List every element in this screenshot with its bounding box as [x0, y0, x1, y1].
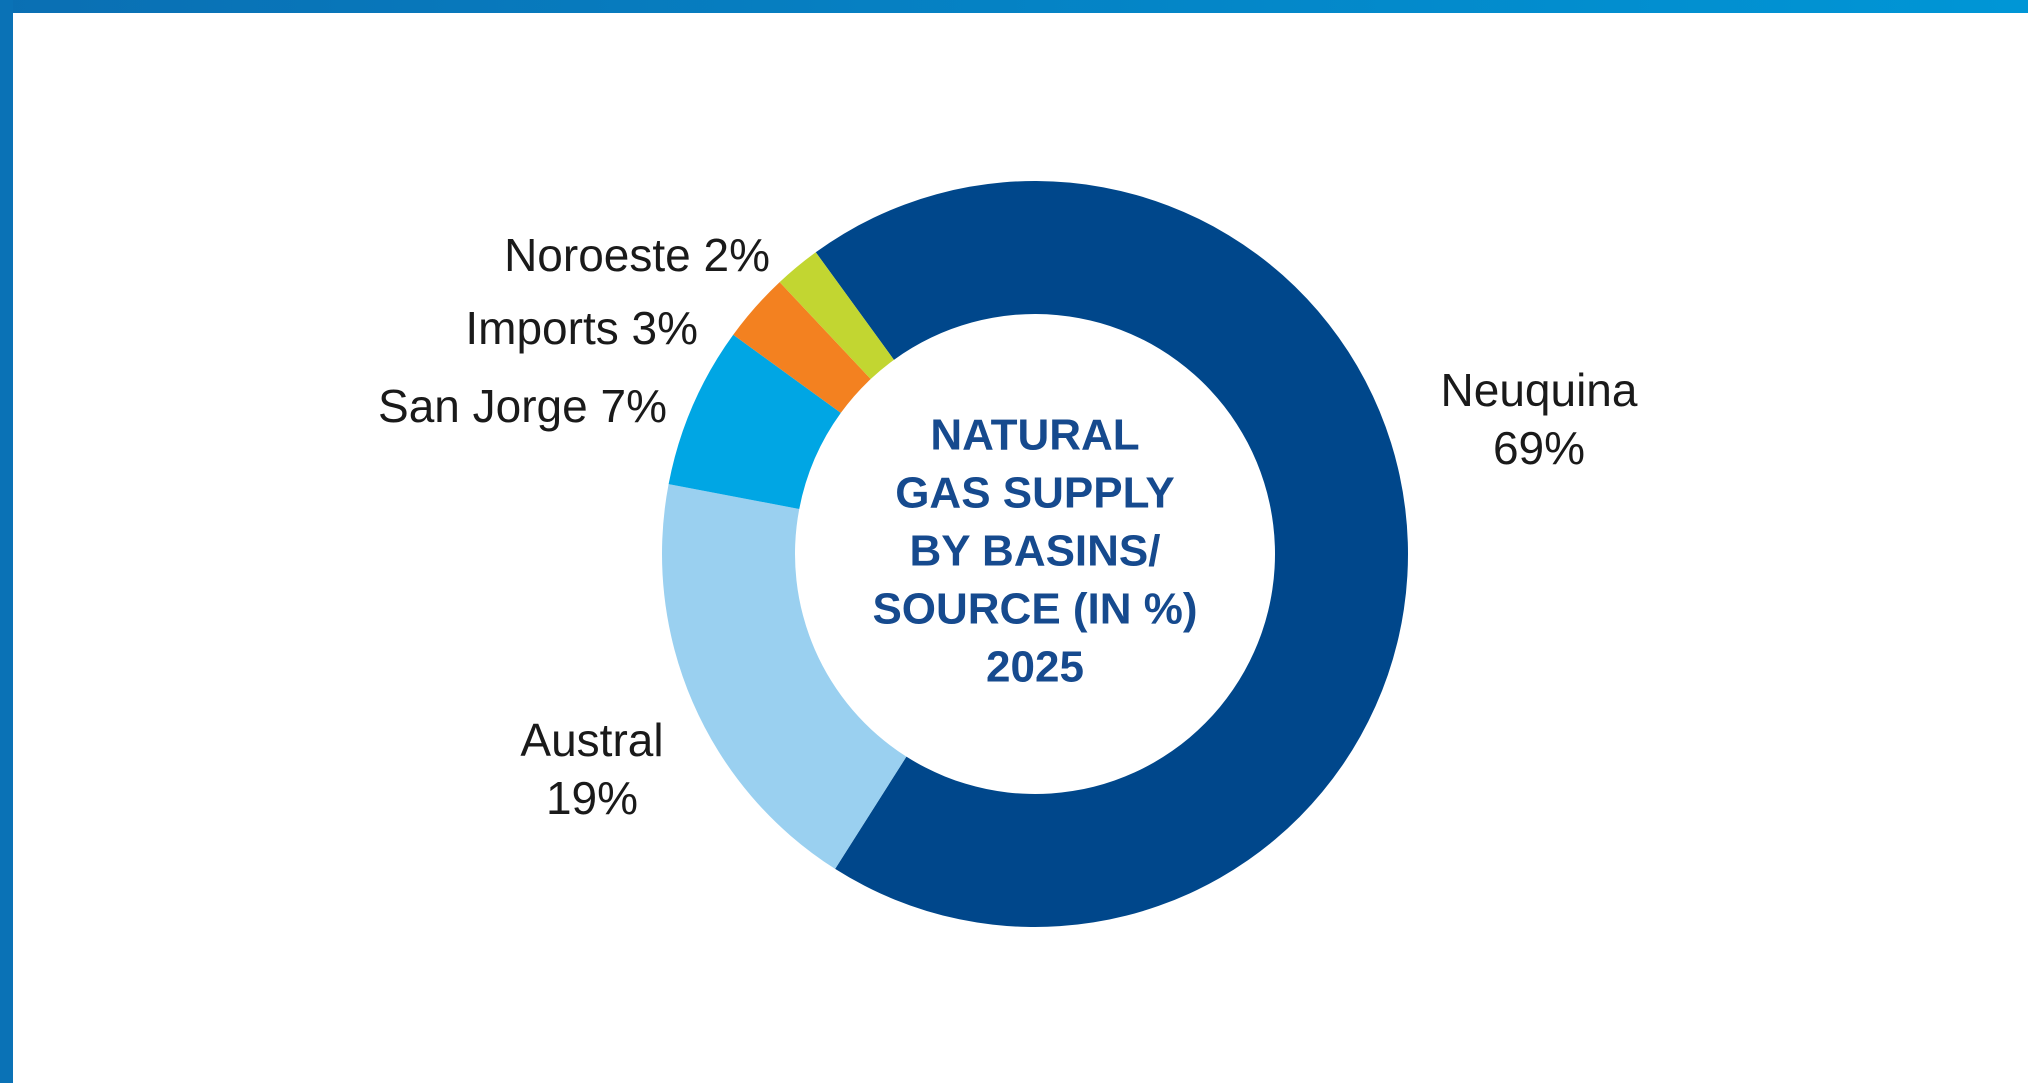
category-name: Imports	[465, 302, 618, 354]
slice	[779, 252, 894, 380]
slice	[662, 484, 907, 869]
title-line: NATURAL	[930, 411, 1139, 460]
category-name: Noroeste	[504, 229, 691, 281]
labels: Neuquina 69% Austral 19% San Jorge 7% Imports…	[378, 229, 1638, 824]
title-line: SOURCE (IN %)	[872, 585, 1197, 634]
category-name: Austral	[520, 714, 663, 766]
value-label: 19%	[546, 772, 638, 824]
title-line: 2025	[986, 643, 1084, 692]
slice-label: Noroeste 2%	[504, 229, 770, 281]
frame-top	[0, 0, 2028, 13]
category-name: Neuquina	[1441, 364, 1638, 416]
category-name: San Jorge	[378, 380, 588, 432]
slice-label: Austral 19%	[520, 714, 663, 824]
center-title: NATURAL GAS SUPPLY BY BASINS/SOURCE (IN %)…	[872, 411, 1197, 692]
slice-label: Imports 3%	[465, 302, 698, 354]
value-label: 7%	[601, 380, 667, 432]
value-label: 2%	[704, 229, 770, 281]
title-line: GAS SUPPLY	[895, 469, 1175, 518]
value-label: 3%	[632, 302, 698, 354]
slice-label: San Jorge 7%	[378, 380, 667, 432]
frame-left	[0, 0, 13, 1083]
slice-label: Neuquina 69%	[1441, 364, 1638, 474]
value-label: 69%	[1493, 422, 1585, 474]
slice	[815, 181, 1409, 928]
slice	[668, 334, 841, 510]
slices	[662, 181, 1409, 928]
slice	[733, 282, 871, 413]
title-line: BY BASINS/	[909, 527, 1160, 576]
